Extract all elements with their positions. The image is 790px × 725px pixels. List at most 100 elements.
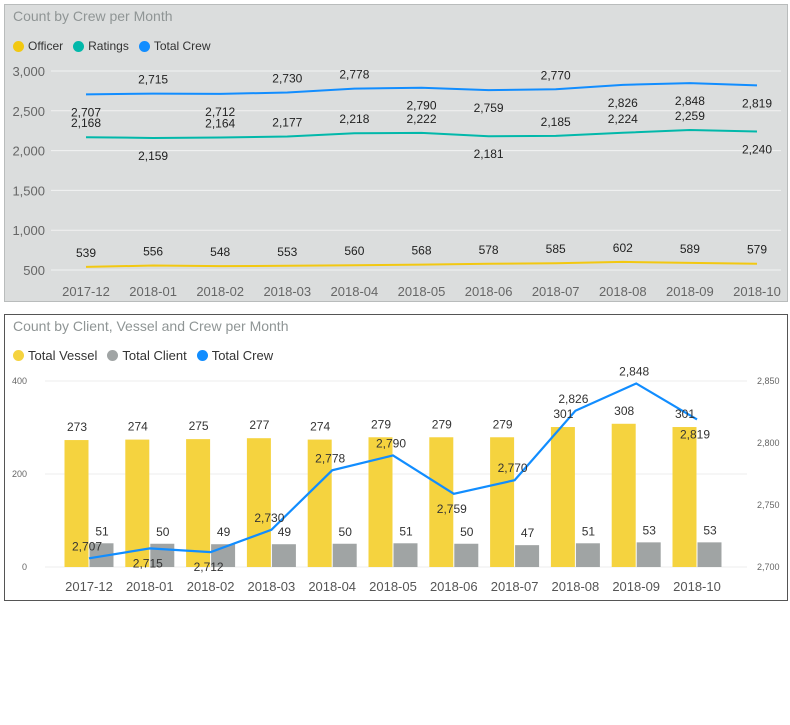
total-vessel-bar (307, 439, 332, 567)
total-vessel-data-label: 279 (432, 417, 452, 431)
ratings-data-label: 2,177 (272, 116, 302, 130)
total-vessel-bar (186, 439, 211, 567)
ratings-data-label: 2,224 (608, 112, 638, 126)
officer-data-label: 589 (680, 242, 700, 256)
client-vessel-crew-combo-chart: 0 200 400 2,700 2,750 2,800 2,850 2017-12 2018-0… (12, 364, 780, 594)
total-client-data-label: 50 (339, 525, 353, 539)
total-vessel-data-label: 279 (493, 417, 513, 431)
total-vessel-data-label: 301 (675, 407, 695, 421)
total-crew-data-label: 2,730 (272, 71, 302, 85)
total-vessel-data-label: 277 (249, 418, 269, 432)
total-vessel-data-label: 279 (371, 417, 391, 431)
officer-data-label: 548 (210, 245, 230, 259)
total-crew-data-label: 2,790 (376, 436, 406, 450)
officer-data-label: 539 (76, 246, 96, 260)
x-tick-label: 2018-06 (465, 284, 513, 299)
total-vessel-bar (125, 439, 150, 567)
total-client-data-label: 51 (582, 524, 596, 538)
total-crew-data-label: 2,715 (138, 73, 168, 87)
x-tick-label: 2018-01 (129, 284, 177, 299)
officer-data-label: 568 (411, 244, 431, 258)
ratings-data-label: 2,218 (339, 112, 369, 126)
total-client-bar (332, 543, 357, 567)
x-tick-label: 2018-10 (733, 284, 781, 299)
y2-tick-label: 2,800 (757, 438, 780, 448)
total-crew-data-label: 2,826 (608, 96, 638, 110)
total-crew-data-label: 2,819 (742, 96, 772, 110)
total-crew-data-label: 2,730 (254, 511, 284, 525)
x-tick-label: 2018-07 (532, 284, 580, 299)
x-tick-label: 2018-03 (263, 284, 311, 299)
total-crew-data-label: 2,848 (675, 94, 705, 108)
total-crew-data-label: 2,778 (339, 68, 369, 82)
legend-item-officer[interactable]: Officer (13, 39, 63, 53)
officer-data-label: 579 (747, 243, 767, 257)
total-vessel-data-label: 308 (614, 404, 634, 418)
officer-data-label: 553 (277, 245, 297, 259)
ratings-line (85, 128, 758, 139)
y-tick-label: 2,000 (12, 144, 45, 159)
total-vessel-bar (246, 438, 271, 567)
legend-item-total-crew[interactable]: Total Crew (138, 39, 211, 53)
x-tick-label: 2018-02 (187, 579, 235, 594)
total-client-bar (515, 545, 540, 567)
total-vessel-data-label: 274 (310, 420, 330, 434)
crew-per-month-panel: Count by Crew per Month Officer Ratings … (4, 4, 788, 302)
officer-data-label: 560 (344, 244, 364, 258)
total-crew-data-label: 2,707 (72, 539, 102, 553)
total-crew-data-label: 2,790 (406, 99, 436, 113)
y2-tick-label: 2,750 (757, 500, 780, 510)
client-vessel-crew-panel: Count by Client, Vessel and Crew per Mon… (4, 314, 788, 601)
legend-item-total-vessel[interactable]: Total Vessel (13, 348, 97, 363)
x-tick-label: 2018-06 (430, 579, 478, 594)
legend-item-ratings[interactable]: Ratings (73, 39, 129, 53)
total-client-data-label: 51 (95, 524, 109, 538)
total-client-bar (697, 542, 722, 567)
legend-ratings-label: Ratings (88, 39, 129, 53)
legend-total-crew-marker (196, 350, 208, 361)
total-vessel-bar (490, 437, 515, 567)
legend-item-total-client[interactable]: Total Client (107, 348, 187, 363)
legend-total-vessel-label: Total Vessel (28, 348, 98, 363)
y-tick-label: 3,000 (12, 64, 45, 79)
crew-line-chart: 500 1,000 1,500 2,000 2,500 3,000 2017-12 2018-… (12, 64, 781, 299)
total-crew-data-label: 2,707 (71, 105, 101, 119)
total-client-data-label: 53 (643, 523, 657, 537)
total-crew-data-label: 2,778 (315, 451, 345, 465)
x-tick-label: 2018-08 (552, 579, 600, 594)
total-client-data-label: 49 (278, 525, 292, 539)
x-tick-label: 2018-02 (196, 284, 244, 299)
total-crew-line (85, 82, 758, 96)
total-vessel-bar (672, 427, 697, 567)
legend-item-total-crew[interactable]: Total Crew (196, 348, 274, 363)
total-crew-data-label: 2,770 (498, 461, 528, 475)
legend-officer-label: Officer (28, 39, 64, 53)
total-crew-data-label: 2,770 (541, 68, 571, 82)
legend-ratings-marker (73, 40, 85, 52)
legend-total-crew-label: Total Crew (211, 348, 274, 363)
x-tick-label: 2018-04 (308, 579, 356, 594)
y-tick-label: 400 (12, 376, 27, 386)
total-crew-data-label: 2,819 (680, 427, 710, 441)
total-vessel-bar (429, 437, 454, 567)
x-tick-label: 2018-04 (331, 284, 379, 299)
y-tick-label: 200 (12, 469, 27, 479)
chart-legend: Officer Ratings Total Crew (13, 39, 221, 53)
x-tick-label: 2017-12 (65, 579, 113, 594)
legend-total-client-label: Total Client (122, 348, 187, 363)
chart-legend: Total Vessel Total Client Total Crew (13, 348, 283, 363)
ratings-data-label: 2,159 (138, 149, 168, 163)
total-crew-data-label: 2,715 (133, 556, 163, 570)
legend-officer-marker (13, 40, 24, 52)
x-tick-label: 2018-03 (248, 579, 296, 594)
total-vessel-data-label: 301 (553, 407, 573, 421)
total-client-bar (89, 543, 114, 567)
x-tick-label: 2018-09 (612, 579, 660, 594)
total-client-data-label: 51 (399, 524, 413, 538)
ratings-data-label: 2,259 (675, 109, 705, 123)
officer-data-label: 602 (613, 241, 633, 255)
total-crew-data-label: 2,712 (205, 105, 235, 119)
total-vessel-bar (64, 440, 89, 567)
x-tick-label: 2018-05 (398, 284, 446, 299)
officer-data-label: 556 (143, 245, 163, 259)
